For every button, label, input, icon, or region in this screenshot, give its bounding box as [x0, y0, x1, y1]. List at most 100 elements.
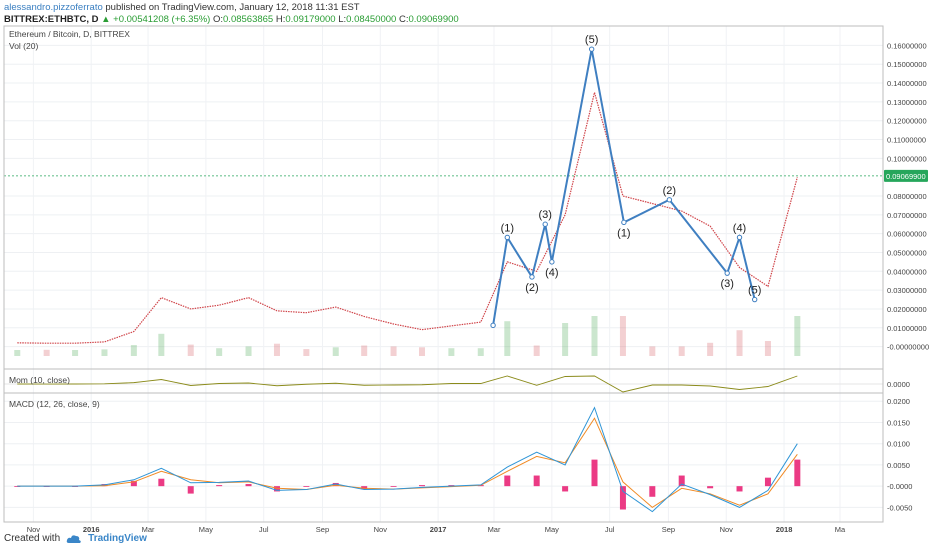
macd-histogram-bar	[130, 480, 137, 487]
chart-header: alessandro.pizzoferrato published on Tra…	[4, 2, 459, 26]
y-tick-label: 0.11000000	[887, 136, 926, 145]
volume-bar	[418, 347, 425, 356]
wave-vertex[interactable]	[588, 46, 595, 52]
mom-series-line	[17, 375, 798, 393]
open-value: 0.08563865	[223, 14, 274, 25]
y-tick-label: 0.15000000	[887, 60, 927, 69]
macd-tick-label: -0.0050	[887, 503, 912, 512]
volume-bar	[794, 316, 801, 356]
y-tick-label: 0.14000000	[887, 79, 927, 88]
main-title: Ethereum / Bitcoin, D, BITTREX	[9, 29, 130, 39]
y-tick-label: 0.16000000	[887, 41, 927, 50]
wave-label: (2)	[663, 185, 676, 197]
close-value: 0.09069900	[408, 14, 459, 25]
x-tick-label: 2018	[776, 525, 793, 534]
volume-bar	[158, 333, 165, 356]
volume-bar	[273, 343, 280, 356]
macd-tick-label: 0.0200	[887, 397, 910, 406]
macd-histogram-bar	[678, 475, 685, 487]
x-tick-label: Nov	[720, 525, 734, 534]
volume-bar	[504, 321, 511, 356]
volume-bar	[332, 347, 339, 356]
tradingview-cloud-icon	[66, 534, 81, 543]
macd-histogram-bar	[448, 485, 455, 487]
volume-bar	[130, 345, 137, 356]
macd-histogram-bar	[533, 475, 540, 487]
y-tick-label: 0.13000000	[887, 98, 927, 107]
volume-bar	[591, 316, 598, 356]
macd-signal-line	[17, 417, 798, 509]
tradingview-brand[interactable]: TradingView	[88, 533, 147, 544]
y-tick-label: 0.01000000	[887, 324, 927, 333]
macd-histogram-bar	[649, 486, 656, 497]
volume-bar	[72, 350, 79, 356]
volume-bar	[764, 341, 771, 356]
x-tick-label: Mar	[488, 525, 501, 534]
open-label: O:	[212, 14, 224, 25]
x-tick-label: May	[545, 525, 559, 534]
volume-bar	[707, 342, 714, 356]
y-tick-label: 0.05000000	[887, 248, 927, 257]
macd-pane	[14, 406, 801, 513]
last-price-badge	[884, 169, 928, 182]
price-layer	[4, 92, 883, 344]
wave-vertex[interactable]	[751, 296, 758, 303]
volume-bar	[101, 349, 108, 356]
wave-vertex[interactable]	[621, 219, 627, 226]
volume-bar	[43, 349, 50, 356]
symbol-label: BITTREX:ETHBTC, D	[4, 14, 99, 25]
low-value: 0.08450000	[346, 14, 397, 25]
x-tick-label: Mar	[142, 525, 155, 534]
wave-vertex[interactable]	[724, 270, 730, 276]
macd-histogram-bar	[562, 486, 569, 492]
wave-vertex[interactable]	[542, 221, 548, 227]
macd-histogram-bar	[504, 475, 511, 487]
volume-bar	[216, 348, 223, 356]
macd-histogram-bar	[736, 486, 743, 492]
y-tick-label: 0.06000000	[887, 230, 927, 239]
y-tick-label: 0.12000000	[887, 117, 927, 126]
wave-vertex[interactable]	[666, 197, 673, 203]
macd-tick-label: 0.0150	[887, 418, 910, 427]
price-series-line	[17, 92, 798, 344]
vol-title: Vol (20)	[9, 41, 38, 51]
macd-histogram-bar	[619, 486, 626, 510]
wave-label: (1)	[617, 227, 630, 239]
x-tick-label: Sep	[316, 525, 329, 534]
x-tick-label: Nov	[27, 525, 41, 534]
high-label: H:	[275, 14, 286, 25]
volume-bar	[562, 323, 569, 356]
volume-bar	[649, 346, 656, 356]
wave-vertex[interactable]	[504, 234, 511, 241]
wave-vertex[interactable]	[529, 274, 535, 280]
macd-line	[17, 406, 798, 513]
x-tick-label: Nov	[374, 525, 388, 534]
wave-vertex[interactable]	[549, 259, 555, 265]
volume-bar	[448, 348, 455, 356]
x-tick-label: 2017	[430, 525, 447, 534]
macd-histogram-bar	[14, 486, 21, 487]
mom-tick-label: 0.0000	[887, 380, 910, 389]
y-tick-label: 0.08000000	[887, 192, 927, 201]
x-tick-label: May	[199, 525, 213, 534]
wave-vertex[interactable]	[736, 234, 743, 241]
momentum-pane	[4, 375, 883, 393]
elliott-wave: (1) (2) (3) (4) (5) (1) (2) (3) (4) (5)	[490, 34, 761, 329]
header-line-2: BITTREX:ETHBTC, D ▲ +0.00541208 (+6.35%)…	[4, 14, 459, 26]
volume-bars	[14, 316, 801, 356]
macd-histogram-bar	[707, 486, 714, 489]
macd-histogram-bar	[273, 486, 280, 492]
macd-histogram-bar	[245, 484, 252, 487]
wave-vertex[interactable]	[490, 322, 496, 329]
wave-label: (1)	[501, 222, 514, 234]
macd-histogram-bar	[764, 477, 771, 487]
volume-bar	[390, 346, 397, 356]
wave-label: (2)	[525, 282, 538, 294]
low-label: L:	[338, 14, 347, 25]
macd-tick-label: -0.0000	[887, 482, 912, 491]
x-tick-label: Ma	[835, 525, 846, 534]
volume-bar	[361, 345, 368, 356]
author-link[interactable]: alessandro.pizzoferrato	[4, 2, 103, 13]
volume-bar	[14, 350, 21, 356]
